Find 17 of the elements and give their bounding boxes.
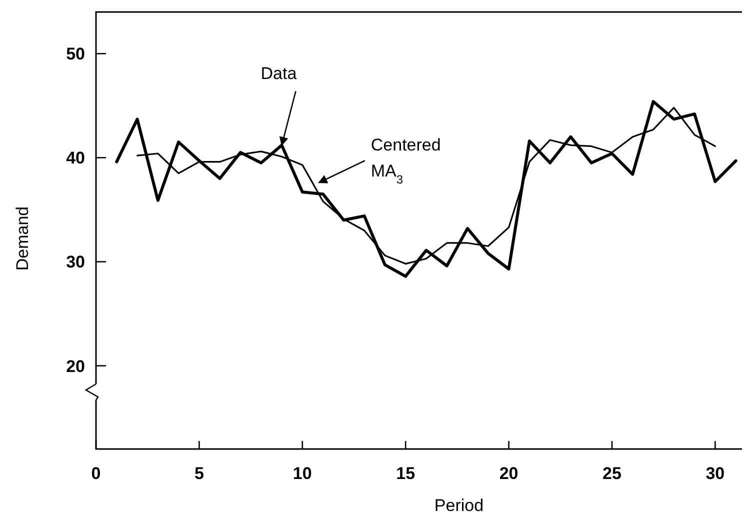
y-tick-label: 40	[66, 148, 85, 168]
y-tick-label: 50	[66, 44, 85, 64]
x-tick-label: 30	[706, 464, 725, 483]
line-series	[115, 100, 738, 278]
y-axis-title: Demand	[13, 206, 32, 271]
annotation: Data	[260, 64, 298, 84]
y-tick-label: 20	[66, 356, 85, 376]
annotation: Centered MA$_{3}$	[370, 136, 441, 187]
x-axis-title: Period	[434, 496, 484, 515]
y-tick-label: 30	[66, 252, 85, 272]
x-tick-label: 25	[602, 464, 622, 483]
line-series	[136, 106, 716, 265]
x-tick-label: 15	[396, 464, 416, 483]
x-tick-label: 10	[292, 464, 312, 483]
x-tick-label: 20	[499, 464, 518, 483]
x-tick-label: 0	[91, 464, 101, 483]
x-tick-label: 5	[194, 464, 204, 483]
